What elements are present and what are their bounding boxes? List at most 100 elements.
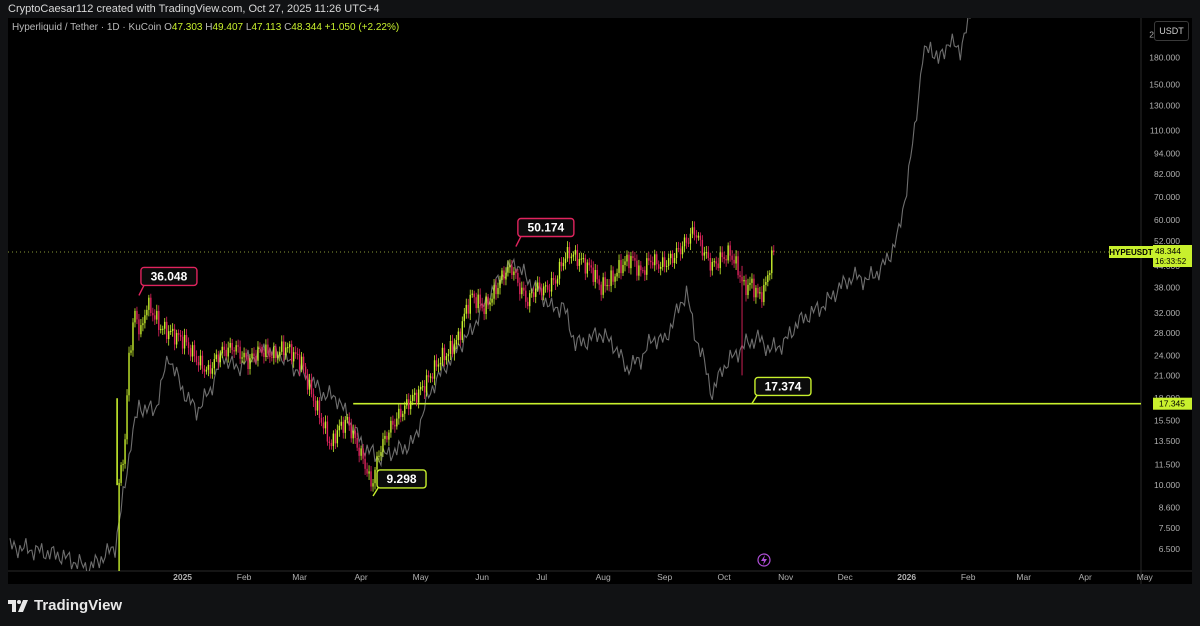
candle-body [487,296,489,305]
candle-body [596,270,598,280]
plot-area [8,18,1141,571]
callout-pointer [138,285,145,296]
candle [711,258,713,276]
currency-unit-button[interactable]: USDT [1154,21,1189,41]
candle-body [610,270,612,286]
candle [719,246,721,275]
candle [338,419,341,437]
candle-body [408,399,410,410]
candle-body [179,334,182,337]
candle [169,324,172,335]
callout-text: 36.048 [151,269,188,283]
price-callout: 17.374 [751,376,812,404]
candle-body [586,262,588,274]
candle-body [650,260,652,263]
candle-body [665,265,668,267]
candle [203,365,206,378]
candle-body [521,287,523,295]
candle [594,263,596,289]
candle-body [570,256,573,259]
candle [209,359,212,379]
candle-body [332,433,335,447]
candle-body [614,276,616,282]
chart-panel: 6.500 7.500 8.600 10.000 11.500 13.500 15.500 1… [8,18,1192,584]
candle-body [429,376,432,378]
candle-body [223,346,225,350]
candle [592,261,594,286]
candle-body [167,331,170,340]
candle-body [671,253,674,264]
candle [142,317,144,332]
candle [154,309,156,326]
candle [431,373,434,383]
candle-body [229,342,231,348]
candle-body [683,237,686,247]
candle [263,348,265,364]
candle [481,297,483,312]
candle [330,439,333,450]
candle [689,227,692,251]
candle [646,252,648,281]
candle [253,347,255,363]
candle-body [550,277,553,292]
candle [542,283,545,301]
candle [374,467,376,490]
candle [586,259,588,278]
candle [396,412,398,430]
candle [652,256,654,269]
x-tick-label: May [1137,572,1154,582]
candle [491,293,493,307]
candle-body [693,227,696,236]
tradingview-brand[interactable]: TradingView [8,597,122,614]
candle-body [120,464,122,483]
candle [225,343,227,360]
candle-body [118,482,120,571]
candle-body [358,447,360,456]
candle [167,325,170,346]
candle-body [493,285,495,299]
candle-body [320,417,323,423]
support-price-text: 17.345 [1159,399,1185,409]
candle [179,329,182,341]
candle [185,329,188,346]
candle [285,341,287,360]
candle-body [483,308,485,314]
price-chart[interactable]: 6.500 7.500 8.600 10.000 11.500 13.500 15.500 1… [8,18,1192,584]
candle-body [612,270,614,282]
candle [219,350,221,368]
candle [691,221,694,239]
candle-body [392,420,394,425]
candle-body [717,263,719,269]
candle-body [213,359,216,369]
candle-body [348,416,350,425]
candle [160,324,162,334]
candle [429,373,432,383]
candle-body [439,362,442,365]
candle [729,240,731,262]
candle [312,388,315,407]
candle [156,304,158,324]
candle [191,341,194,362]
candle [598,275,600,291]
lightning-bolt-icon[interactable] [757,553,771,567]
candle-body [475,297,477,309]
candle-body [342,421,344,433]
candle-body [132,322,134,351]
candle-body [731,255,733,260]
candle [320,413,323,427]
y-tick-label: 6.500 [1159,544,1181,554]
candle-body [380,452,382,456]
candle-body [253,353,255,356]
candle [421,380,424,391]
candle [134,308,136,328]
candle [281,335,283,355]
candle [584,254,587,281]
candle-body [419,387,422,390]
candle [138,313,140,341]
candle [479,288,481,311]
candle [588,257,590,272]
candle-body [298,354,301,370]
candle [693,221,696,241]
candle-body [769,273,771,276]
